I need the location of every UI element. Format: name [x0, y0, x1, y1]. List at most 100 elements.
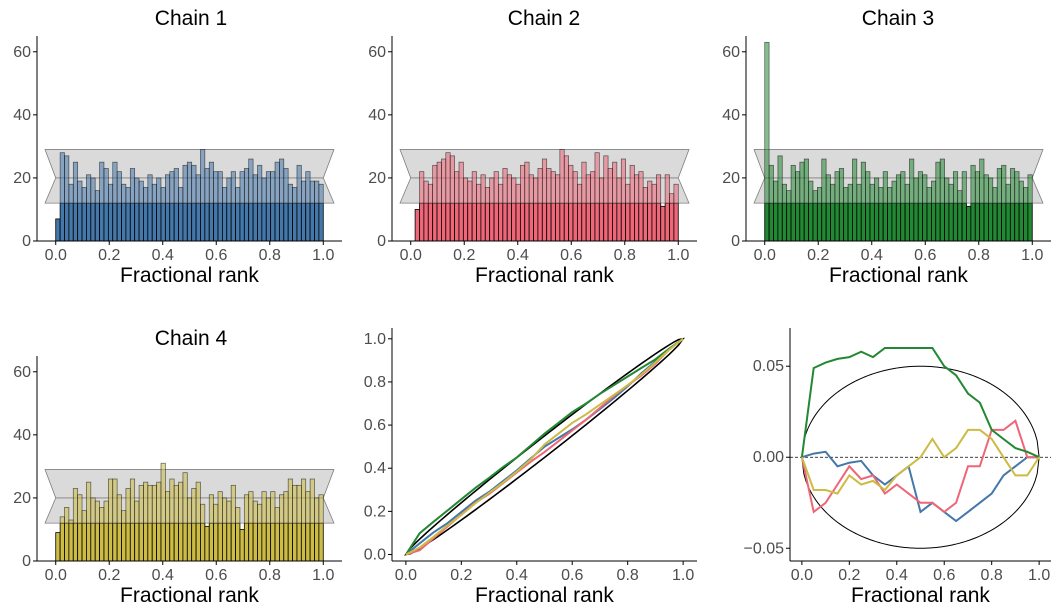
bar: [454, 202, 460, 242]
bar-upper: [647, 180, 653, 204]
bar-upper: [764, 41, 770, 204]
bar-upper: [498, 183, 504, 204]
bar: [930, 202, 937, 242]
bar-upper: [178, 187, 184, 204]
bar-upper: [222, 187, 228, 204]
bar-upper: [541, 158, 548, 204]
bar: [59, 202, 65, 242]
bar-upper: [165, 174, 171, 204]
bar: [243, 522, 250, 562]
x-tick-label: 0.4: [507, 247, 529, 264]
bar: [462, 202, 469, 242]
bar-upper: [812, 190, 818, 204]
bar-upper: [603, 155, 609, 204]
bar: [292, 522, 298, 562]
bar: [812, 202, 818, 242]
bar: [81, 202, 87, 242]
bar: [1009, 202, 1016, 242]
bar-upper: [200, 149, 206, 204]
y-tick-label: 0: [22, 233, 31, 250]
bar: [279, 202, 285, 242]
bar: [309, 202, 315, 242]
bar-upper: [555, 174, 561, 204]
bar-upper: [952, 171, 959, 204]
bar: [204, 202, 210, 242]
bar: [900, 202, 906, 242]
bar: [638, 202, 644, 242]
bar: [860, 202, 867, 242]
bar-upper: [786, 190, 792, 204]
bar-upper: [803, 158, 809, 204]
bar-upper: [607, 168, 613, 204]
bar: [55, 532, 61, 562]
bar: [208, 202, 215, 242]
bar-upper: [642, 187, 648, 204]
bar: [790, 202, 796, 242]
bar: [922, 202, 928, 242]
panel-5: 0.0 0.2 0.4 0.6 0.8 1.0 0.0 0.2 0.4 0.6 0.8 1.0 Frac…: [364, 328, 697, 607]
bar: [59, 522, 65, 562]
bar: [506, 202, 513, 242]
bar: [493, 202, 499, 242]
bar: [992, 202, 998, 242]
bar: [270, 522, 276, 562]
y-tick-label: 40: [722, 107, 740, 124]
bar-upper: [90, 177, 96, 204]
bar: [99, 522, 105, 562]
bar: [607, 202, 613, 242]
bar-upper: [217, 491, 223, 524]
bar: [94, 202, 100, 242]
bar: [169, 202, 175, 242]
bar: [235, 522, 241, 562]
bar-upper: [68, 519, 74, 524]
bar-upper: [669, 193, 675, 204]
x-tick-label: 1.0: [667, 247, 689, 264]
bar-upper: [515, 183, 521, 204]
panel-1: Chain 1 0.0 0.2 0.4 0.6 0.8 1.0 0 20 40 60 Fraction…: [13, 7, 342, 287]
bar: [629, 202, 635, 242]
bar: [572, 202, 578, 242]
bar: [1001, 202, 1007, 242]
bar: [195, 202, 201, 242]
bar: [441, 202, 447, 242]
bar: [476, 202, 482, 242]
bar: [305, 202, 311, 242]
series-line-2: [800, 419, 1040, 514]
bar-upper: [300, 478, 307, 524]
bar-upper: [283, 491, 289, 524]
bar: [541, 202, 548, 242]
x-tick-label: 0.2: [838, 567, 860, 584]
bar: [948, 202, 954, 242]
bar: [257, 522, 263, 562]
bar-upper: [847, 183, 853, 204]
bar-upper: [239, 171, 245, 204]
bar-upper: [983, 174, 989, 204]
x-tick-label: 0.4: [506, 567, 528, 584]
x-tick-label: 0.6: [561, 567, 583, 584]
bar-upper: [129, 478, 136, 524]
x-tick-label: 0.8: [617, 567, 639, 584]
bar-upper: [143, 187, 149, 204]
x-tick-label: 0.4: [152, 567, 174, 584]
bar-upper: [59, 152, 65, 204]
bar-upper: [94, 500, 100, 524]
y-tick-label: −0.05: [744, 540, 785, 557]
bar: [559, 202, 565, 242]
bar: [869, 202, 875, 242]
bar-upper: [151, 183, 157, 204]
bar: [1023, 202, 1029, 242]
bar-upper: [134, 177, 140, 204]
y-tick-label: 40: [368, 107, 386, 124]
bar-upper: [208, 161, 214, 204]
bar-upper: [638, 171, 644, 204]
x-tick-label: 0.0: [45, 247, 67, 264]
bar-upper: [909, 158, 915, 204]
bar-upper: [493, 171, 499, 204]
series-line-3: [800, 347, 1040, 459]
bar: [471, 202, 477, 242]
bar-upper: [423, 180, 429, 204]
bar-upper: [432, 164, 438, 204]
bar: [178, 202, 184, 242]
x-tick-label: 0.0: [791, 567, 813, 584]
bar-upper: [537, 168, 543, 204]
